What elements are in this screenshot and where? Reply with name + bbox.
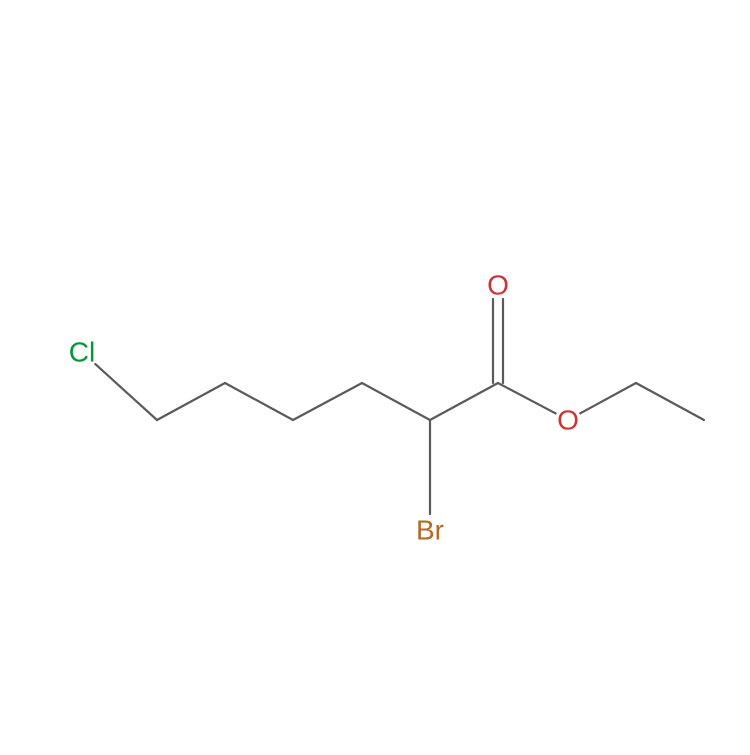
bond-line [636,383,704,420]
atom-label-br: Br [416,515,444,546]
atom-label-od: O [487,270,509,301]
bond-line [580,383,636,413]
atom-label-cl: Cl [69,337,95,368]
bond-line [293,383,362,420]
bond-line [157,383,225,420]
atom-label-os: O [557,405,579,436]
bond-line [95,364,157,420]
bond-line [225,383,293,420]
bond-line [498,383,556,413]
bond-line [430,383,498,420]
bond-line [362,383,430,420]
molecule-canvas: Cl O O Br [0,0,750,750]
